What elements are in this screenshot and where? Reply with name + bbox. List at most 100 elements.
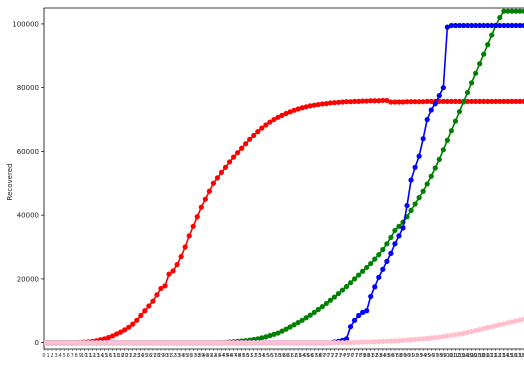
x-tick-label: 33: [174, 353, 180, 359]
data-point: [287, 324, 293, 330]
data-point: [372, 284, 378, 290]
data-point: [452, 332, 459, 338]
data-point: [150, 340, 156, 346]
data-point: [142, 340, 148, 346]
data-point: [380, 246, 386, 253]
x-tick-label: 92: [412, 353, 418, 359]
data-point: [283, 326, 289, 332]
data-point: [339, 340, 346, 346]
data-point: [392, 99, 398, 105]
data-point: [114, 331, 120, 337]
data-point: [464, 22, 471, 29]
x-tick-label: 115: [503, 353, 513, 359]
data-point: [505, 22, 511, 29]
data-point: [396, 223, 402, 229]
data-point: [424, 181, 430, 187]
data-point: [222, 164, 229, 170]
x-tick-label: 3: [55, 353, 58, 359]
x-tick-label: 7: [71, 353, 74, 359]
data-point: [235, 340, 241, 346]
data-point: [170, 340, 176, 346]
data-point: [485, 22, 491, 29]
data-point: [319, 101, 325, 107]
data-point: [521, 8, 524, 14]
data-point: [501, 22, 507, 29]
data-point: [331, 340, 338, 346]
data-point: [444, 137, 450, 143]
data-point: [489, 22, 495, 29]
data-point: [501, 98, 507, 104]
x-tick-label: 88: [396, 353, 402, 359]
data-point: [360, 339, 366, 345]
data-point: [452, 22, 459, 29]
data-point: [162, 340, 168, 346]
data-point: [307, 312, 313, 318]
data-point: [186, 340, 192, 346]
data-point: [97, 340, 104, 346]
data-point: [420, 336, 426, 342]
data-point: [202, 196, 208, 202]
data-point: [468, 22, 475, 29]
data-point: [275, 114, 281, 120]
data-point: [416, 153, 422, 159]
data-point: [412, 164, 418, 170]
data-point: [460, 330, 467, 336]
x-tick-label: 59: [279, 353, 285, 359]
series-0: [44, 97, 524, 346]
data-point: [182, 244, 188, 250]
data-point: [509, 22, 515, 29]
data-point: [190, 223, 196, 229]
x-tick-label: 104: [459, 353, 469, 359]
data-point: [335, 290, 342, 297]
data-point: [335, 340, 342, 346]
x-tick-label: 6: [67, 353, 70, 359]
x-tick-label: 72: [331, 353, 337, 359]
series-2: [44, 22, 524, 346]
x-tick-label: 51: [247, 353, 253, 359]
x-tick-label: 47: [230, 353, 236, 359]
x-tick-label: 68: [315, 353, 321, 359]
data-point: [368, 260, 374, 267]
data-point: [339, 99, 346, 105]
x-tick-label: 100: [443, 353, 453, 359]
data-point: [126, 340, 132, 346]
data-point: [412, 201, 418, 207]
data-point: [263, 340, 269, 346]
data-point: [101, 336, 108, 342]
data-point: [299, 105, 305, 111]
x-tick-label: 83: [376, 353, 382, 359]
data-point: [517, 317, 523, 323]
x-tick-label: 119: [519, 353, 524, 359]
data-point: [271, 340, 277, 346]
data-point: [517, 22, 523, 29]
data-point: [364, 264, 370, 271]
data-point: [53, 340, 59, 346]
x-tick-label: 2: [50, 353, 53, 359]
x-tick-label: 99: [440, 353, 446, 359]
data-point: [243, 141, 249, 147]
data-point: [448, 22, 454, 29]
data-point: [311, 102, 317, 108]
data-point: [93, 340, 100, 346]
data-point: [138, 340, 144, 346]
series-layer: [44, 8, 524, 346]
x-tick-label: 32: [170, 353, 176, 359]
data-point: [400, 337, 406, 343]
x-tick-label: 57: [271, 353, 277, 359]
data-point: [360, 309, 366, 315]
x-tick-label: 69: [319, 353, 325, 359]
data-point: [275, 330, 281, 336]
data-point: [408, 337, 414, 343]
x-tick-label: 42: [210, 353, 216, 359]
data-point: [392, 241, 398, 247]
data-point: [388, 338, 394, 344]
data-point: [481, 22, 487, 29]
data-point: [440, 147, 446, 153]
data-point: [198, 340, 204, 346]
x-tick-label: 4: [59, 353, 62, 359]
data-point: [368, 98, 374, 104]
x-tick-label: 16: [105, 353, 111, 359]
x-tick-label: 80: [364, 353, 370, 359]
x-tick-label: 44: [218, 353, 224, 359]
